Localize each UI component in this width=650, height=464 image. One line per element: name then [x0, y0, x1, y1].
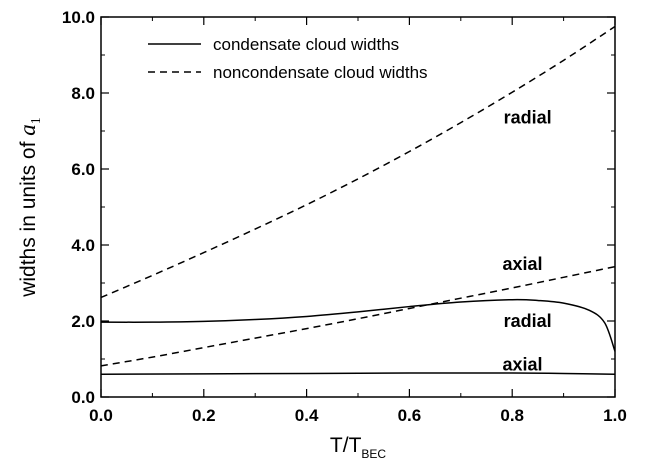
x-axis-title-main: T/T: [330, 434, 362, 457]
y-tick-label: 4.0: [71, 236, 95, 255]
x-tick-label: 0.4: [295, 406, 319, 425]
x-axis-title: T/TBEC: [330, 434, 387, 461]
legend-label: condensate cloud widths: [213, 35, 399, 54]
x-tick-label: 0.0: [89, 406, 113, 425]
y-axis-title: widths in units of a1: [15, 117, 44, 298]
tick-labels: 0.0 0.2 0.4 0.6 0.8 1.0 0.0 2.0 4.0 6.0 8.0 10.0: [62, 8, 627, 425]
series-group: [100, 25, 616, 375]
y-axis-title-symbol: a: [15, 124, 40, 136]
x-tick-label: 0.8: [500, 406, 524, 425]
x-tick-label: 0.2: [192, 406, 216, 425]
y-tick-label: 2.0: [71, 312, 95, 331]
x-tick-label: 0.6: [398, 406, 422, 425]
annotation-label: axial: [502, 355, 542, 375]
annotations: radial axial radial axial: [502, 108, 551, 375]
y-axis-title-main: widths in units of: [17, 136, 40, 298]
annotation-label: axial: [502, 254, 542, 274]
x-tick-label: 1.0: [603, 406, 627, 425]
annotation-label: radial: [504, 108, 552, 128]
legend: condensate cloud widths noncondensate clo…: [148, 35, 428, 82]
y-tick-label: 10.0: [62, 8, 95, 27]
legend-label: noncondensate cloud widths: [213, 63, 428, 82]
y-axis-title-sub: 1: [29, 117, 44, 124]
y-tick-label: 0.0: [71, 388, 95, 407]
y-tick-label: 8.0: [71, 84, 95, 103]
series-line-2: [100, 372, 616, 375]
y-tick-label: 6.0: [71, 160, 95, 179]
x-axis-title-sub: BEC: [361, 447, 386, 461]
annotation-label: radial: [504, 311, 552, 331]
series-line-4: [100, 265, 616, 367]
axis-ticks: [100, 16, 616, 398]
